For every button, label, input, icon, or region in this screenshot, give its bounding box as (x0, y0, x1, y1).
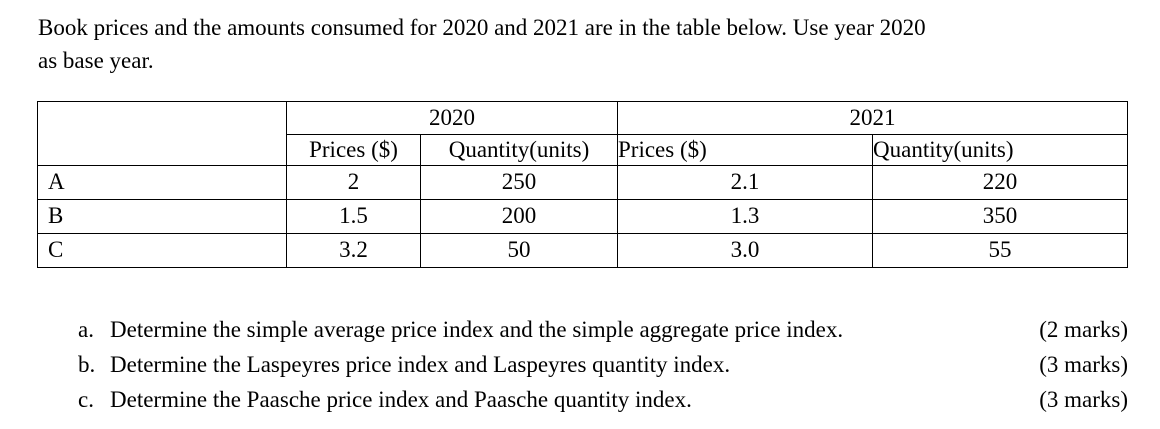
cell-2020-quantity: 50 (420, 233, 618, 268)
cell-2021-quantity: 220 (872, 165, 1128, 200)
cell-2021-price: 2.1 (617, 165, 873, 200)
cell-2020-quantity: 200 (420, 199, 618, 234)
question-marker: a. (78, 317, 94, 342)
row-label: A (37, 165, 287, 200)
question-marker: c. (78, 387, 94, 412)
question-c: c. Determine the Paasche price index and… (78, 382, 1128, 417)
intro-paragraph: Book prices and the amounts consumed for… (38, 11, 1138, 77)
question-text: Determine the Paasche price index and Pa… (110, 387, 692, 412)
intro-line-1: Book prices and the amounts consumed for… (38, 15, 926, 40)
table-row-b: B 1.5 200 1.3 350 (37, 199, 1128, 234)
year-header-row: 2020 2021 (37, 101, 1128, 166)
cell-2021-quantity: 350 (872, 199, 1128, 234)
question-marks: (3 marks) (1039, 387, 1128, 412)
col-header-2021-prices: Prices ($) (617, 134, 873, 166)
col-header-2020-prices: Prices ($) (286, 134, 421, 166)
price-quantity-table: 2020 2021 Prices ($) Quantity(units) Pri… (37, 101, 1128, 268)
cell-2021-price: 3.0 (617, 233, 873, 268)
cell-2021-price: 1.3 (617, 199, 873, 234)
question-marks: (3 marks) (1039, 352, 1128, 377)
question-text: Determine the simple average price index… (110, 317, 844, 342)
cell-2020-quantity: 250 (420, 165, 618, 200)
row-label: C (37, 233, 287, 268)
cell-2020-price: 1.5 (286, 199, 421, 234)
cell-2021-quantity: 55 (872, 233, 1128, 268)
question-b: b. Determine the Laspeyres price index a… (78, 347, 1128, 382)
question-marker: b. (78, 352, 96, 377)
table-row-c: C 3.2 50 3.0 55 (37, 233, 1128, 268)
row-label: B (37, 199, 287, 234)
corner-empty-cell (37, 101, 287, 166)
col-header-2020-quantity: Quantity(units) (420, 134, 618, 166)
cell-2020-price: 2 (286, 165, 421, 200)
questions-list: a. Determine the simple average price in… (78, 312, 1128, 417)
intro-line-2: as base year. (38, 48, 154, 73)
table-row-a: A 2 250 2.1 220 (37, 165, 1128, 200)
year-header-2020: 2020 (286, 101, 618, 135)
question-marks: (2 marks) (1039, 317, 1128, 342)
year-header-2021: 2021 (617, 101, 1128, 135)
cell-2020-price: 3.2 (286, 233, 421, 268)
question-text: Determine the Laspeyres price index and … (110, 352, 731, 377)
col-header-2021-quantity: Quantity(units) (872, 134, 1128, 166)
question-a: a. Determine the simple average price in… (78, 312, 1128, 347)
